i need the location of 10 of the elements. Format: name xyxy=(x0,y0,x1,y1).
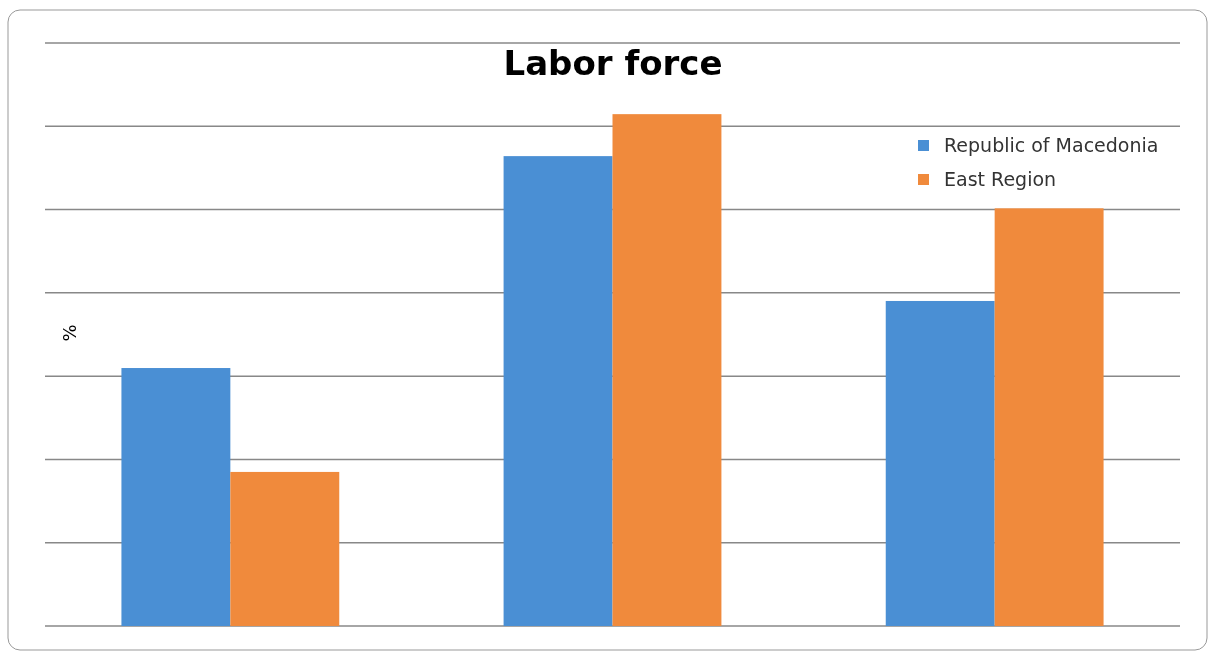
bar xyxy=(121,368,231,626)
legend-label: Republic of Macedonia xyxy=(944,134,1159,156)
bar xyxy=(885,300,995,626)
bar xyxy=(230,471,340,626)
bar xyxy=(612,114,722,626)
bar xyxy=(994,208,1104,626)
chart-title: Labor force xyxy=(503,43,723,83)
legend-label: East Region xyxy=(944,168,1057,190)
bar xyxy=(503,156,613,626)
y-axis-title: % xyxy=(59,324,80,342)
